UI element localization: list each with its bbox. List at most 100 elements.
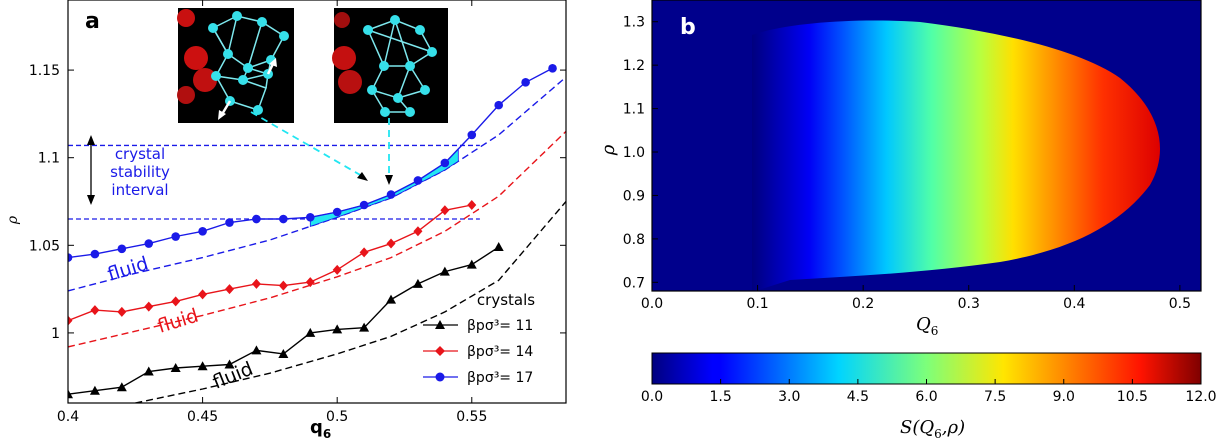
colorbar-tick-label: 7.5 [984, 389, 1006, 405]
colorbar-tick-label: 3.0 [778, 389, 800, 405]
series-1-point-13 [386, 294, 397, 304]
panel-a-xlabel-main: q [310, 417, 323, 438]
panel-b-ytick-label: 1.2 [623, 58, 645, 74]
series-3-point-8 [252, 214, 261, 224]
series-line-2 [68, 204, 472, 322]
series-1-point-3 [116, 382, 127, 392]
series-2-point-6 [198, 289, 208, 300]
panel-a-plot-area [68, 0, 566, 403]
colorbar-label: S(Q6,ρ) [900, 417, 965, 440]
stability-interval-arrowhead-bottom [87, 195, 95, 205]
series-3-point-19 [548, 64, 557, 73]
series-1-point-7 [224, 359, 235, 369]
panel-a-xtick-label: 0.4 [57, 409, 79, 425]
series-3-point-17 [494, 100, 504, 110]
series-2-point-9 [278, 280, 288, 291]
stability-interval-arrowhead-top [87, 135, 95, 145]
series-2-point-5 [171, 296, 181, 307]
series-3-point-14 [413, 176, 423, 185]
snapshot-pointer-arrowhead-right [385, 175, 393, 185]
crystal-snapshot-right [332, 8, 448, 123]
colorbar-tick-label: 9.0 [1053, 389, 1075, 405]
panel-b-xtick-label: 0.0 [641, 296, 663, 312]
snapshot-pointer-lines [250, 111, 390, 180]
series-1-point-15 [439, 266, 450, 276]
series-3-point-16 [467, 130, 477, 140]
stability-label-line-2: stability [110, 163, 170, 181]
series-2-point-12 [359, 247, 369, 258]
colorbar-label-sub: 6 [934, 427, 942, 440]
legend-entry-17: βpσ³= 17 [423, 370, 533, 386]
series-1-point-2 [89, 385, 100, 395]
panel-b-ylabel: ρ [598, 144, 619, 156]
legend-label-11: βpσ³= 11 [467, 318, 533, 334]
panel-a: 0.4 0.45 0.5 0.55 1 1.05 1.1 1.15 [5, 0, 567, 440]
series-1-point-12 [359, 322, 370, 332]
colorbar-label-main: S(Q [900, 417, 934, 438]
colorbar-tick-label: 4.5 [847, 389, 869, 405]
series-3-point-10 [305, 212, 315, 222]
series-3-point-15 [440, 158, 450, 168]
series-1-point-16 [466, 259, 477, 269]
panel-a-ytick-label: 1.05 [29, 238, 60, 254]
series-1-point-9 [278, 348, 289, 358]
series-1-point-11 [332, 324, 343, 334]
series-2-point-8 [251, 278, 261, 289]
panel-a-xtick-label: 0.55 [456, 409, 487, 425]
fluid-curve-2 [68, 130, 566, 348]
fluid-curve-1 [135, 201, 566, 403]
stability-label-line-3: interval [111, 181, 168, 199]
series-1-point-5 [170, 362, 181, 372]
series-1-point-4 [143, 366, 154, 376]
series-2-point-14 [413, 226, 423, 237]
panel-b: 0.0 0.1 0.2 0.3 0.4 0.50.70.80.91.01.11.21.3 … [598, 0, 1217, 440]
series-2-point-11 [332, 264, 342, 275]
series-3-point-18 [521, 78, 530, 87]
series-3-point-5 [171, 232, 180, 241]
stability-label-line-1: crystal [115, 145, 165, 163]
series-3-point-1 [68, 253, 73, 262]
panel-a-xtick-label: 0.45 [187, 409, 218, 425]
legend-entry-14: βpσ³= 14 [423, 344, 533, 360]
panel-a-xtick-label: 0.5 [326, 409, 348, 425]
colorbar-tick-label: 10.5 [1117, 389, 1148, 405]
colorbar-tick-label: 1.5 [709, 389, 731, 405]
panel-b-frame [651, 0, 1202, 292]
series-3-point-7 [225, 218, 234, 227]
colorbar-tick-label: 6.0 [915, 389, 937, 405]
panel-b-xtick-label: 0.5 [1169, 296, 1191, 312]
panel-b-ytick-label: 0.8 [623, 232, 645, 248]
panel-a-xlabel: q6 [310, 417, 331, 440]
legend: crystals βpσ³= 11 βpσ³= 14 βpσ³= 17 [423, 291, 535, 386]
panel-b-xlabel-sub: 6 [931, 324, 939, 338]
series-3-point-9 [279, 214, 288, 224]
heatmap-distribution [752, 20, 1160, 291]
crystal-snapshot-left [177, 8, 294, 123]
series-1-point-17 [493, 242, 504, 252]
series-3-point-6 [198, 226, 207, 236]
panel-b-ytick-label: 0.7 [623, 275, 645, 291]
panel-b-xtick-label: 0.2 [852, 296, 874, 312]
series-3-point-3 [117, 244, 127, 254]
legend-label-17: βpσ³= 17 [467, 370, 533, 386]
legend-entry-11: βpσ³= 11 [423, 318, 533, 334]
series-1-point-1 [68, 389, 73, 399]
legend-label-14: βpσ³= 14 [467, 344, 533, 360]
panel-b-ytick-label: 1.0 [623, 145, 645, 161]
series-3-point-4 [144, 239, 154, 248]
series-2-point-2 [90, 305, 100, 316]
colorbar-tick-label: 0.0 [641, 389, 663, 405]
series-2-point-10 [305, 277, 315, 288]
series-2-point-3 [117, 306, 127, 317]
panel-b-ytick-label: 1.1 [623, 102, 645, 118]
series-3-point-11 [332, 207, 342, 217]
colorbar-tick-label: 12.0 [1185, 389, 1216, 405]
series-2-point-13 [386, 238, 396, 249]
colorbar-label-end: ,ρ) [942, 417, 965, 438]
panel-b-xtick-label: 0.1 [746, 296, 768, 312]
series-2-point-16 [467, 200, 477, 211]
series-3-point-12 [359, 200, 369, 210]
legend-title: crystals [477, 291, 535, 309]
series-1-point-8 [251, 345, 262, 355]
